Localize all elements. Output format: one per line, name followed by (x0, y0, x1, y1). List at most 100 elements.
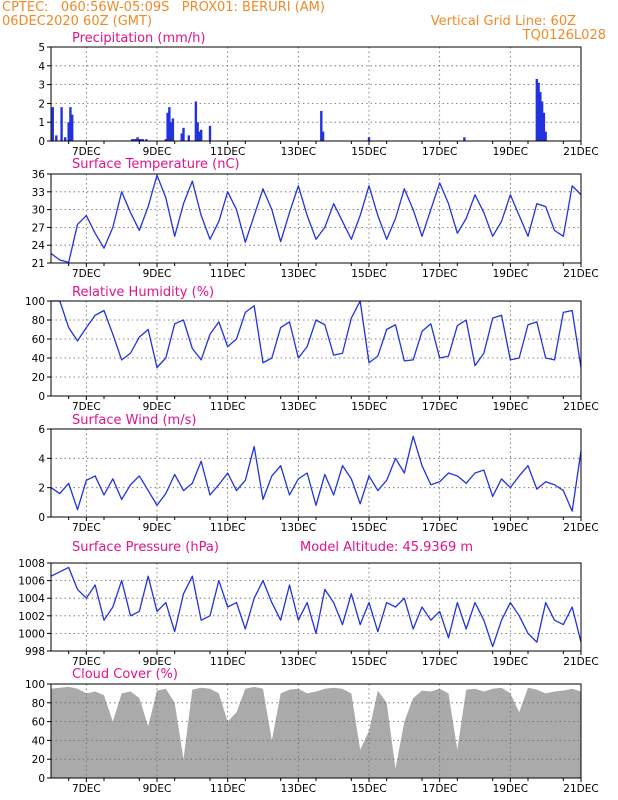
x-tick-label: 9DEC (143, 522, 172, 534)
y-tick-label: 1000 (18, 628, 45, 640)
panel-title: Precipitation (mm/h) (72, 31, 205, 46)
y-tick-label: 1 (38, 117, 45, 129)
panel-1: Surface Temperature (nC) 21 24 27 30 33 36 7DEC… (32, 157, 599, 280)
panel-frame (50, 683, 582, 779)
y-tick-label: 40 (32, 735, 45, 747)
precip-bar (141, 139, 145, 141)
y-tick-label: 1004 (18, 593, 45, 605)
y-tick-label: 5 (38, 42, 45, 54)
x-tick-label: 11DEC (210, 401, 245, 413)
precip-bar (208, 125, 212, 141)
series-line (50, 435, 582, 512)
y-tick-label: 4 (38, 453, 45, 465)
x-tick-label: 7DEC (72, 268, 101, 280)
y-tick-label: 60 (32, 334, 45, 346)
y-tick-label: 0 (38, 512, 45, 524)
x-tick-label: 21DEC (563, 522, 598, 534)
x-tick-label: 15DEC (351, 522, 386, 534)
header-line1: CPTEC: 060:56W-05:09S PROX01: BERURI (AM… (2, 0, 325, 15)
precip-bar (138, 139, 141, 141)
y-tick-label: 27 (32, 222, 45, 234)
precip-bar (198, 131, 201, 141)
panel-title: Surface Pressure (hPa) (72, 540, 219, 555)
precip-bar (537, 82, 540, 141)
x-tick-label: 9DEC (143, 783, 172, 795)
precip-bar (320, 110, 323, 141)
x-tick-label: 17DEC (422, 522, 457, 534)
model-altitude-label: Model Altitude: 45.9369 m (300, 540, 473, 555)
panel-0: Precipitation (mm/h) 0 1 2 3 4 5 7DEC 9DEC 11DEC 1… (38, 31, 598, 158)
precip-bar (60, 107, 63, 141)
x-tick-label: 11DEC (210, 783, 245, 795)
y-tick-label: 20 (32, 372, 45, 384)
precip-bar (166, 112, 169, 141)
y-tick-label: 21 (32, 258, 45, 270)
x-tick-label: 17DEC (422, 656, 457, 668)
x-tick-label: 11DEC (210, 268, 245, 280)
y-tick-label: 0 (38, 136, 45, 148)
y-tick-label: 1002 (18, 611, 45, 623)
y-tick-label: 100 (25, 296, 45, 308)
y-tick-label: 4 (38, 61, 45, 73)
precip-bar (139, 139, 143, 141)
y-tick-label: 2 (38, 98, 45, 110)
precip-bar (55, 135, 58, 141)
x-tick-label: 7DEC (72, 522, 101, 534)
precip-bar (69, 107, 72, 141)
precip-bar (145, 139, 148, 141)
precip-bar (540, 101, 544, 141)
y-tick-label: 36 (32, 169, 46, 181)
precip-bar (367, 137, 371, 141)
y-tick-label: 2 (38, 483, 45, 495)
panel-2: Relative Humidity (%) 0 20 40 60 80 100 7DEC 9DE… (25, 285, 599, 413)
panel-frame (50, 562, 582, 652)
x-tick-label: 13DEC (281, 268, 316, 280)
y-tick-label: 3 (38, 80, 45, 92)
precip-bar (544, 131, 547, 141)
panel-frame (50, 173, 582, 264)
x-tick-label: 19DEC (493, 146, 528, 158)
header-grid-line: Vertical Grid Line: 60Z (430, 14, 576, 29)
precip-bar (535, 78, 539, 141)
y-tick-label: 1008 (18, 558, 45, 570)
panel-5: Cloud Cover (%) 0 20 40 60 80 100 7DEC 9DEC 11DEC… (25, 667, 599, 795)
x-tick-label: 7DEC (72, 401, 101, 413)
y-tick-label: 0 (38, 773, 45, 785)
precip-bar (187, 135, 190, 141)
y-tick-label: 80 (32, 315, 45, 327)
x-tick-label: 19DEC (493, 656, 528, 668)
x-tick-label: 9DEC (143, 268, 172, 280)
x-tick-label: 17DEC (422, 146, 457, 158)
x-tick-label: 15DEC (351, 401, 386, 413)
x-tick-label: 21DEC (563, 268, 598, 280)
y-tick-label: 80 (32, 698, 45, 710)
precip-bar (63, 137, 67, 141)
y-tick-label: 33 (32, 187, 45, 199)
precip-bar (182, 127, 185, 141)
precip-bar (71, 114, 74, 141)
x-tick-label: 21DEC (563, 656, 598, 668)
x-tick-label: 11DEC (210, 522, 245, 534)
precip-bar (132, 139, 136, 141)
precip-bar (180, 133, 183, 141)
precip-bar (321, 131, 325, 141)
header-run-time: 06DEC2020 60Z (GMT) (2, 14, 153, 29)
precip-bar (168, 107, 171, 141)
x-tick-label: 7DEC (72, 783, 101, 795)
precip-bar (194, 101, 198, 141)
precip-bar (463, 137, 466, 141)
series-line (51, 300, 582, 369)
precip-bar (199, 129, 203, 141)
panel-title: Relative Humidity (%) (72, 285, 214, 300)
precip-bar (131, 139, 134, 141)
x-tick-label: 13DEC (281, 656, 316, 668)
panel-title: Surface Wind (m/s) (72, 413, 196, 428)
x-tick-label: 9DEC (143, 146, 172, 158)
x-tick-label: 15DEC (351, 783, 386, 795)
x-tick-label: 19DEC (493, 268, 528, 280)
x-tick-label: 9DEC (143, 656, 172, 668)
panel-3: Surface Wind (m/s) 0 2 4 6 7DEC 9DEC 11DEC 13DEC… (38, 413, 598, 534)
series-line (50, 174, 582, 264)
precip-bar (136, 137, 139, 141)
x-tick-label: 13DEC (281, 783, 316, 795)
